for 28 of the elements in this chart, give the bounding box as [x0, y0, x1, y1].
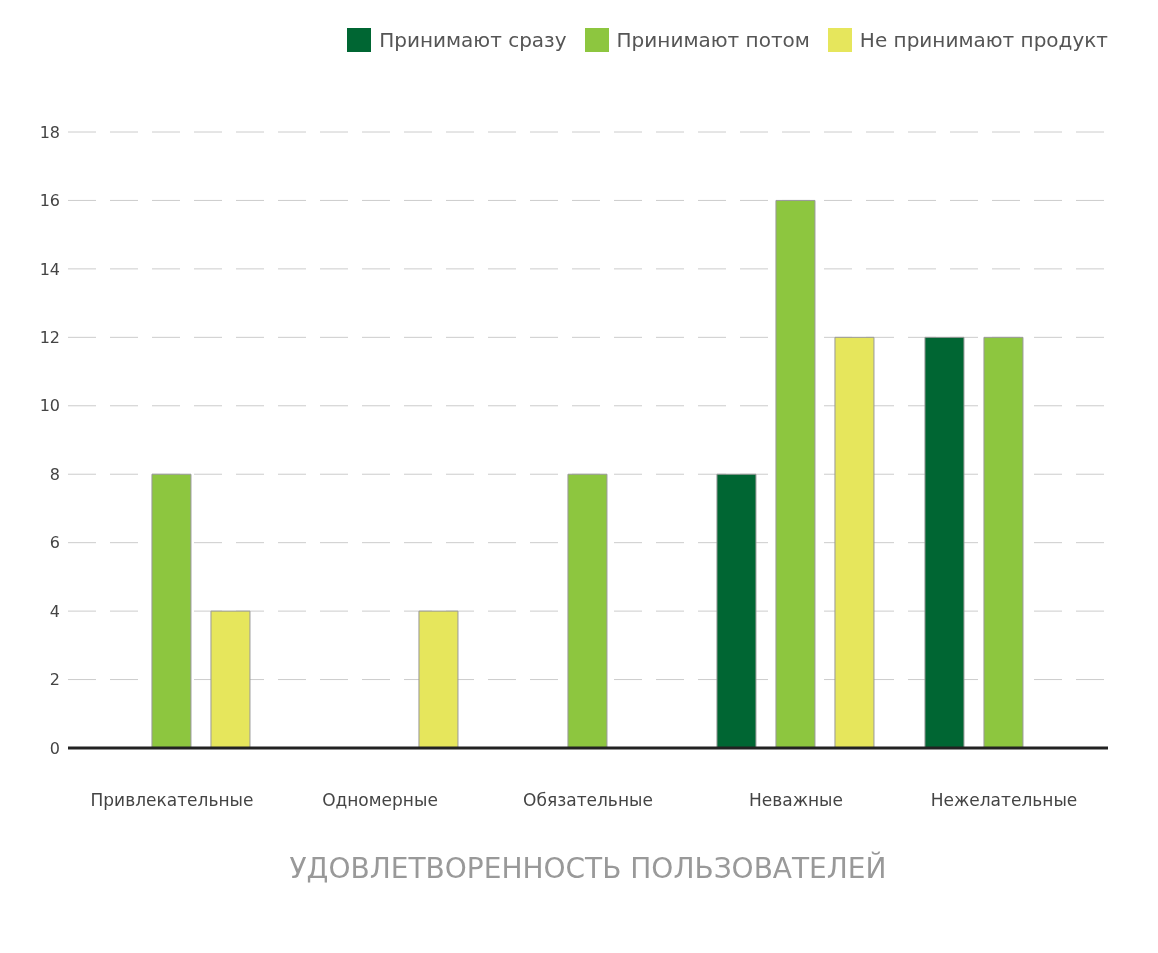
- x-tick-label: Одномерные: [322, 790, 438, 811]
- x-tick-label: Неважные: [749, 790, 843, 811]
- y-tick-label: 6: [49, 533, 60, 553]
- y-tick-label: 18: [39, 122, 60, 142]
- x-tick-label: Обязательные: [523, 790, 653, 811]
- y-tick-label: 16: [39, 191, 60, 211]
- bar: [834, 336, 875, 748]
- legend-label: Не принимают продукт: [859, 28, 1108, 52]
- bar: [210, 610, 251, 748]
- y-tick-label: 12: [39, 328, 60, 348]
- y-tick-label: 8: [49, 464, 60, 484]
- y-tick-label: 4: [49, 601, 60, 621]
- bar: [983, 336, 1024, 748]
- bar: [716, 473, 757, 748]
- bar: [567, 473, 608, 748]
- y-tick-label: 14: [39, 259, 60, 279]
- legend-label: Принимают потом: [616, 28, 810, 52]
- legend-label: Принимают сразу: [379, 28, 567, 52]
- bar: [775, 199, 816, 748]
- x-axis-title: УДОВЛЕТВОРЕННОСТЬ ПОЛЬЗОВАТЕЛЕЙ: [289, 851, 887, 885]
- bar: [924, 336, 965, 748]
- bar: [418, 610, 459, 748]
- x-tick-label: Нежелательные: [930, 790, 1078, 811]
- y-tick-label: 0: [49, 738, 60, 758]
- x-tick-label: Привлекательные: [90, 790, 254, 811]
- bar: [151, 473, 192, 748]
- y-tick-label: 2: [49, 670, 60, 690]
- y-tick-label: 10: [39, 396, 60, 416]
